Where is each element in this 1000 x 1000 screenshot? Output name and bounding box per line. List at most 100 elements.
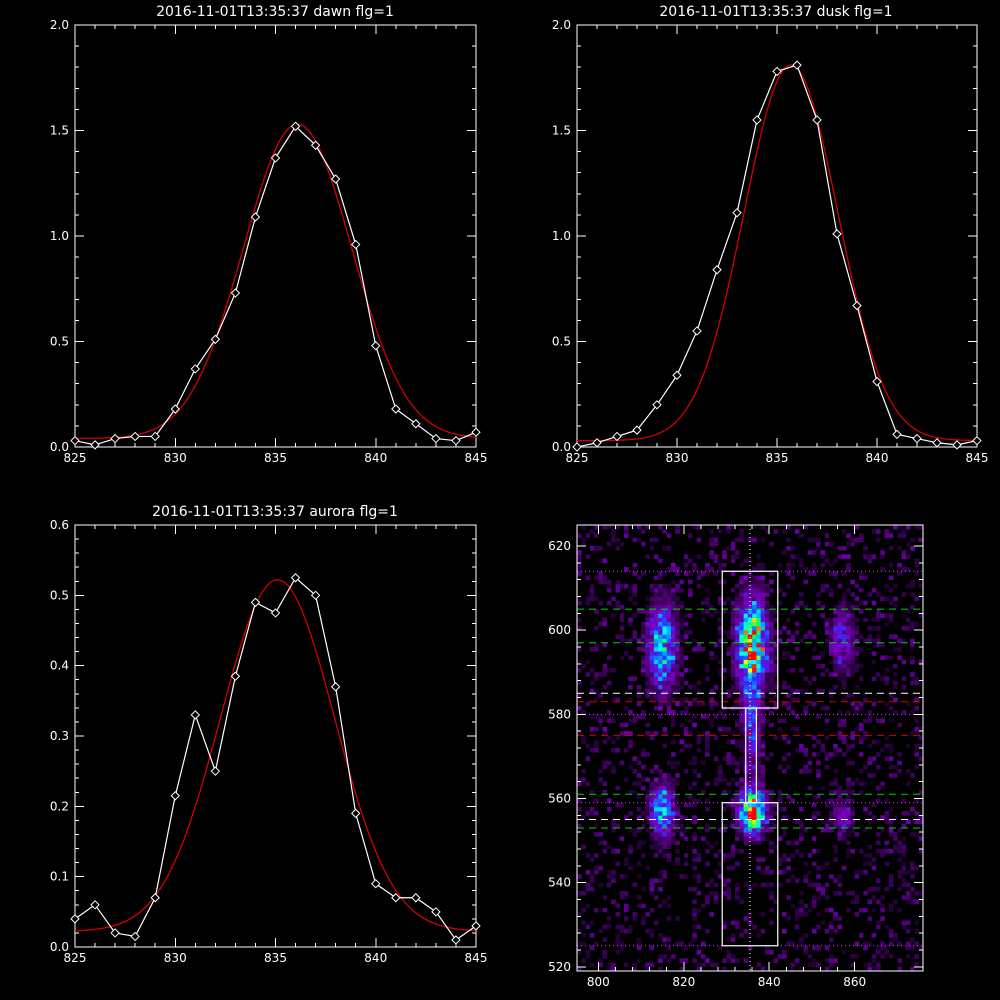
heatmap-cell xyxy=(756,676,761,681)
heatmap-cell xyxy=(752,756,757,761)
heatmap-cell xyxy=(666,693,672,698)
heatmap-cell xyxy=(867,844,873,850)
heatmap-cell xyxy=(615,785,621,791)
heatmap-cell xyxy=(747,752,753,757)
heatmap-cell xyxy=(602,525,608,530)
heatmap-cell xyxy=(867,899,873,904)
heatmap-cell xyxy=(615,537,621,543)
heatmap-cell xyxy=(794,958,800,963)
heatmap-cell xyxy=(837,790,843,795)
heatmap-cell xyxy=(901,567,907,572)
heatmap-cell xyxy=(735,651,740,656)
heatmap-cell xyxy=(833,638,838,644)
heatmap-cell xyxy=(850,790,855,795)
heatmap-cell xyxy=(816,689,821,694)
heatmap-cell xyxy=(888,613,894,618)
heatmap-cell xyxy=(756,962,761,968)
heatmap-cell xyxy=(799,819,804,825)
heatmap-cell xyxy=(662,651,667,656)
heatmap-cell xyxy=(705,600,710,606)
heatmap-cell xyxy=(914,596,920,602)
heatmap-cell xyxy=(722,550,727,555)
heatmap-cell xyxy=(653,638,659,644)
heatmap-cell xyxy=(589,920,595,926)
heatmap-cell xyxy=(786,840,791,846)
heatmap-cell xyxy=(649,668,655,673)
heatmap-cell xyxy=(658,638,663,644)
heatmap-cell xyxy=(662,680,667,686)
heatmap-cell xyxy=(662,773,667,778)
heatmap-cell xyxy=(585,701,591,707)
heatmap-cell xyxy=(747,832,753,837)
heatmap-cell xyxy=(735,790,740,795)
heatmap-cell xyxy=(653,802,659,808)
heatmap-cell xyxy=(756,865,761,871)
heatmap-cell xyxy=(786,630,791,635)
heatmap-cell xyxy=(782,655,787,660)
heatmap-cell xyxy=(658,668,663,673)
heatmap-cell xyxy=(606,680,612,686)
heatmap-cell xyxy=(670,802,676,808)
heatmap-cell xyxy=(837,625,843,631)
heatmap-cell xyxy=(816,962,821,968)
heatmap-cell xyxy=(679,659,685,665)
heatmap-cell xyxy=(649,806,655,812)
heatmap-cell xyxy=(914,899,920,904)
heatmap-cell xyxy=(585,853,591,858)
heatmap-cell xyxy=(619,941,625,947)
heatmap-cell xyxy=(658,781,663,787)
heatmap-cell xyxy=(876,920,881,926)
heatmap-cell xyxy=(726,546,732,551)
heatmap-cell xyxy=(846,840,851,846)
heatmap-cell xyxy=(602,840,608,846)
heatmap-cell xyxy=(743,592,749,597)
heatmap-cell xyxy=(786,525,791,530)
heatmap-cell xyxy=(752,575,757,580)
heatmap-cell xyxy=(769,819,774,825)
heatmap-cell xyxy=(893,604,898,610)
heatmap-cell xyxy=(846,600,851,606)
heatmap-cell xyxy=(764,802,770,808)
heatmap-cell xyxy=(837,672,843,677)
data-point xyxy=(792,60,802,70)
heatmap-cell xyxy=(585,882,591,888)
heatmap-cell xyxy=(606,844,612,850)
heatmap-cell xyxy=(773,701,779,707)
heatmap-cell xyxy=(594,625,599,631)
heatmap-cell xyxy=(837,794,843,799)
heatmap-cell xyxy=(914,865,920,871)
heatmap-cell xyxy=(581,777,586,782)
heatmap-cell xyxy=(730,760,736,766)
heatmap-cell xyxy=(675,861,680,867)
heatmap-cell xyxy=(782,806,787,812)
heatmap-cell xyxy=(867,638,873,644)
heatmap-cell xyxy=(820,588,826,593)
heatmap-cell xyxy=(649,781,655,787)
heatmap-cell xyxy=(658,785,663,791)
data-point xyxy=(190,364,201,374)
heatmap-cell xyxy=(756,802,761,808)
heatmap-cell xyxy=(730,739,736,745)
heatmap-cell xyxy=(786,537,791,543)
heatmap-cell xyxy=(662,630,667,635)
heatmap-cell xyxy=(829,924,834,930)
heatmap-cell xyxy=(752,634,757,639)
data-point xyxy=(451,435,461,446)
heatmap-cell xyxy=(777,588,783,593)
heatmap-cell xyxy=(876,617,881,623)
heatmap-cell xyxy=(764,655,770,660)
heatmap-cell xyxy=(696,853,702,858)
heatmap-cell xyxy=(820,550,826,555)
heatmap-cell xyxy=(602,790,608,795)
heatmap-cell xyxy=(662,676,667,681)
heatmap-cell xyxy=(752,655,757,660)
heatmap-cell xyxy=(790,710,796,715)
heatmap-cell xyxy=(829,630,834,635)
heatmap-cell xyxy=(794,630,800,635)
heatmap-cell xyxy=(811,794,817,799)
heatmap-cell xyxy=(769,659,774,665)
heatmap-cell xyxy=(918,891,924,896)
heatmap-cell xyxy=(577,806,582,812)
heatmap-cell xyxy=(764,798,770,803)
heatmap-cell xyxy=(752,735,757,740)
